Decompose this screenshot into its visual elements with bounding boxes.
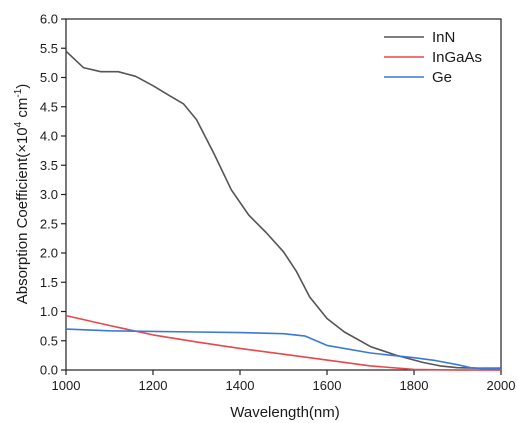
y-axis-label-unit-exponent: -1 — [13, 88, 24, 97]
y-axis: 0.0 0.5 1.0 1.5 2.0 2.5 3.0 3.5 4.0 4.5 5.0 5.5 6.0 — [40, 12, 66, 378]
y-tick-label: 4.5 — [40, 99, 58, 114]
series-line-inn — [65, 50, 501, 369]
y-tick-label: 4.0 — [40, 129, 58, 144]
y-tick-label: 2.0 — [40, 246, 58, 261]
y-tick-label: 1.0 — [40, 304, 58, 319]
y-tick-label: 5.5 — [40, 41, 58, 56]
series-line-ingaas — [65, 314, 501, 371]
x-axis-label: Wavelength(nm) — [230, 404, 339, 421]
y-axis-label: Absorption Coefficient(×104 cm-1) — [13, 84, 31, 305]
y-tick-label: 1.5 — [40, 275, 58, 290]
x-tick-label: 1000 — [52, 378, 81, 393]
y-tick-label: 5.0 — [40, 70, 58, 85]
x-tick-label: 1400 — [226, 378, 255, 393]
y-axis-label-main: Absorption Coefficient(×10 — [14, 127, 31, 304]
x-tick-label: 1200 — [139, 378, 168, 393]
x-tick-label: 2000 — [487, 378, 516, 393]
y-tick-label: 6.0 — [40, 12, 58, 27]
legend: InN InGaAs Ge — [384, 29, 482, 86]
y-tick-label: 3.0 — [40, 187, 58, 202]
y-axis-label-close: ) — [14, 84, 31, 89]
series-lines — [65, 50, 501, 371]
x-tick-label: 1800 — [400, 378, 429, 393]
y-tick-label: 0.5 — [40, 333, 58, 348]
x-tick-label: 1600 — [313, 378, 342, 393]
y-axis-label-unit: cm — [14, 98, 31, 122]
y-tick-label: 3.5 — [40, 158, 58, 173]
x-axis: 1000 1200 1400 1600 1800 2000 — [52, 370, 516, 393]
series-line-ge — [65, 328, 501, 370]
legend-label-ge: Ge — [432, 69, 452, 86]
legend-label-inn: InN — [432, 29, 455, 46]
y-axis-label-exponent: 4 — [13, 121, 24, 127]
legend-label-ingaas: InGaAs — [432, 49, 482, 66]
y-tick-label: 2.5 — [40, 216, 58, 231]
y-tick-label: 0.0 — [40, 363, 58, 378]
